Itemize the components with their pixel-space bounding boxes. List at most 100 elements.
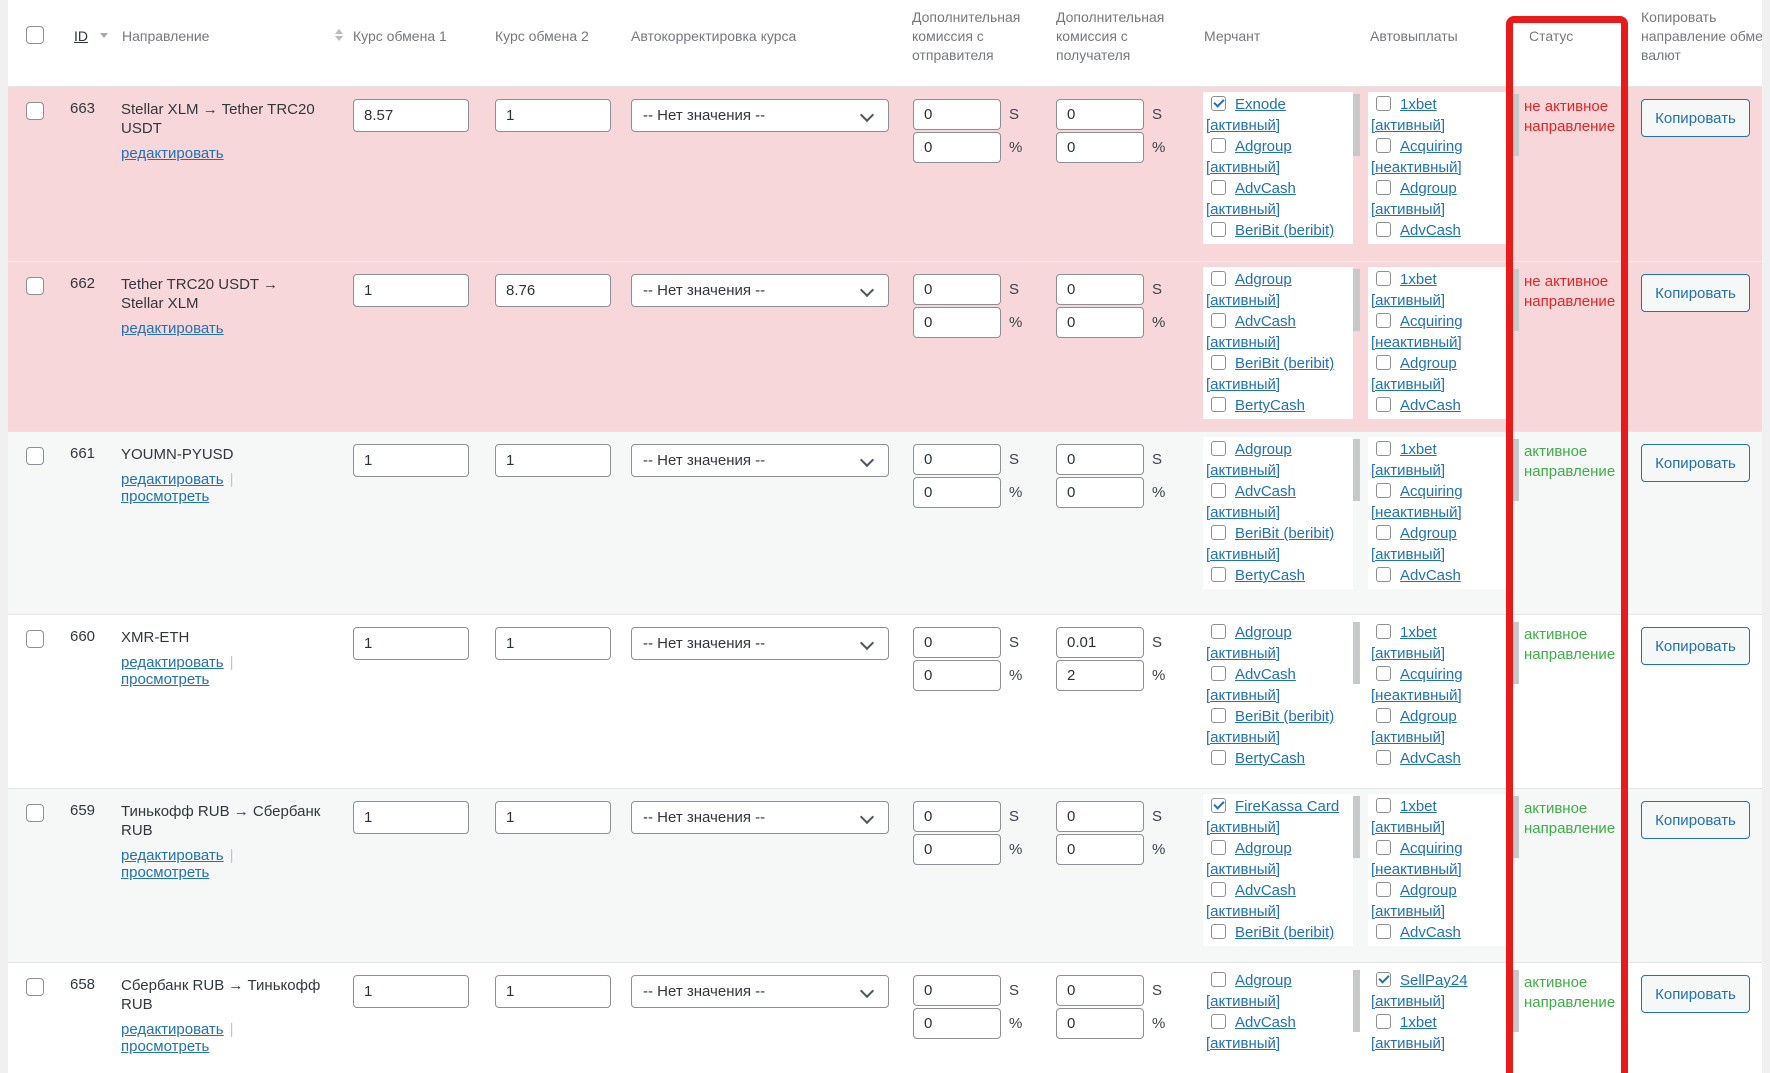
merchant-checkbox[interactable] — [1211, 840, 1226, 855]
rate2-input[interactable] — [495, 444, 611, 477]
commission-sender-percent-input[interactable] — [913, 660, 1001, 691]
autopayout-link[interactable]: 1xbet — [1400, 271, 1437, 288]
merchant-link[interactable]: AdvCash — [1235, 483, 1296, 500]
autopayout-checkbox[interactable] — [1376, 397, 1391, 412]
commission-sender-percent-input[interactable] — [913, 132, 1001, 163]
commission-receiver-percent-input[interactable] — [1056, 307, 1144, 338]
view-link[interactable]: просмотреть — [121, 671, 210, 688]
merchant-checkbox[interactable] — [1211, 313, 1226, 328]
autopayout-checkbox[interactable] — [1376, 271, 1391, 286]
autopayout-checkbox[interactable] — [1376, 882, 1391, 897]
autopayout-checkbox[interactable] — [1376, 222, 1391, 237]
row-select-checkbox[interactable] — [26, 102, 44, 120]
merchant-link[interactable]: Adgroup — [1235, 972, 1292, 989]
autopayout-checkbox[interactable] — [1376, 441, 1391, 456]
merchant-link[interactable]: AdvCash — [1235, 180, 1296, 197]
merchant-checkbox[interactable] — [1211, 138, 1226, 153]
autopayout-checkbox[interactable] — [1376, 798, 1391, 813]
merchant-checkbox[interactable] — [1211, 525, 1226, 540]
autopayout-link[interactable]: Acquiring — [1400, 666, 1463, 683]
autopayout-checkbox[interactable] — [1376, 750, 1391, 765]
merchant-checkbox[interactable] — [1211, 271, 1226, 286]
row-select-checkbox[interactable] — [26, 447, 44, 465]
merchant-checkbox[interactable] — [1211, 708, 1226, 723]
merchant-link[interactable]: BeriBit (beribit) — [1235, 222, 1335, 239]
autopayout-link[interactable]: Acquiring — [1400, 313, 1463, 330]
autopayout-link[interactable]: Acquiring — [1400, 840, 1463, 857]
rate2-input[interactable] — [495, 627, 611, 660]
rate1-input[interactable] — [353, 444, 469, 477]
scrollbar-thumb[interactable] — [1512, 970, 1519, 1032]
autopayout-link[interactable]: AdvCash — [1400, 222, 1461, 239]
commission-receiver-percent-input[interactable] — [1056, 1008, 1144, 1039]
merchant-link[interactable]: AdvCash — [1235, 1014, 1296, 1031]
autopayout-link[interactable]: 1xbet — [1400, 798, 1437, 815]
merchant-checkbox[interactable] — [1211, 441, 1226, 456]
commission-sender-amount-input[interactable] — [913, 801, 1001, 832]
merchant-link[interactable]: Adgroup — [1235, 441, 1292, 458]
copy-button[interactable]: Копировать — [1641, 627, 1750, 665]
commission-sender-amount-input[interactable] — [913, 975, 1001, 1006]
merchant-checkbox[interactable] — [1211, 666, 1226, 681]
merchant-checkbox[interactable] — [1211, 222, 1226, 237]
commission-sender-amount-input[interactable] — [913, 444, 1001, 475]
commission-receiver-amount-input[interactable] — [1056, 99, 1144, 130]
row-select-checkbox[interactable] — [26, 978, 44, 996]
rate1-input[interactable] — [353, 627, 469, 660]
merchant-checkbox[interactable] — [1211, 882, 1226, 897]
merchant-checkbox[interactable] — [1211, 567, 1226, 582]
autopayout-checkbox[interactable] — [1376, 567, 1391, 582]
row-select-checkbox[interactable] — [26, 630, 44, 648]
merchant-checkbox[interactable] — [1211, 798, 1226, 813]
merchant-checkbox[interactable] — [1211, 624, 1226, 639]
sort-icon[interactable] — [335, 29, 343, 41]
edit-link[interactable]: редактировать — [121, 145, 224, 162]
row-select-checkbox[interactable] — [26, 277, 44, 295]
merchant-checkbox[interactable] — [1211, 355, 1226, 370]
commission-receiver-percent-input[interactable] — [1056, 660, 1144, 691]
autopayout-checkbox[interactable] — [1376, 840, 1391, 855]
scrollbar-thumb[interactable] — [1512, 439, 1519, 501]
scrollbar-thumb[interactable] — [1353, 439, 1360, 501]
autopayout-link[interactable]: AdvCash — [1400, 567, 1461, 584]
autopayout-checkbox[interactable] — [1376, 483, 1391, 498]
copy-button[interactable]: Копировать — [1641, 99, 1750, 137]
commission-sender-percent-input[interactable] — [913, 1008, 1001, 1039]
row-select-checkbox[interactable] — [26, 804, 44, 822]
merchant-checkbox[interactable] — [1211, 397, 1226, 412]
merchant-link[interactable]: BertyCash — [1235, 567, 1306, 584]
commission-receiver-amount-input[interactable] — [1056, 801, 1144, 832]
autopayout-checkbox[interactable] — [1376, 708, 1391, 723]
merchant-link[interactable]: Adgroup — [1235, 138, 1292, 155]
commission-receiver-amount-input[interactable] — [1056, 975, 1144, 1006]
edit-link[interactable]: редактировать — [121, 320, 224, 337]
autopayout-link[interactable]: SellPay24 — [1400, 972, 1468, 989]
autocorrect-select[interactable]: -- Нет значения -- — [631, 627, 889, 660]
merchant-checkbox[interactable] — [1211, 96, 1226, 111]
merchant-checkbox[interactable] — [1211, 750, 1226, 765]
commission-sender-amount-input[interactable] — [913, 99, 1001, 130]
scrollbar-thumb[interactable] — [1512, 796, 1519, 858]
copy-button[interactable]: Копировать — [1641, 274, 1750, 312]
view-link[interactable]: просмотреть — [121, 488, 210, 505]
rate1-input[interactable] — [353, 975, 469, 1008]
merchant-link[interactable]: Exnode — [1235, 96, 1286, 113]
merchant-link[interactable]: Adgroup — [1235, 271, 1292, 288]
autocorrect-select[interactable]: -- Нет значения -- — [631, 444, 889, 477]
commission-sender-percent-input[interactable] — [913, 834, 1001, 865]
autopayout-checkbox[interactable] — [1376, 624, 1391, 639]
merchant-checkbox[interactable] — [1211, 972, 1226, 987]
commission-receiver-amount-input[interactable] — [1056, 627, 1144, 658]
autopayout-link[interactable]: Adgroup — [1400, 355, 1457, 372]
merchant-link[interactable]: BeriBit (beribit) — [1235, 708, 1335, 725]
merchant-link[interactable]: AdvCash — [1235, 313, 1296, 330]
merchant-link[interactable]: FireKassa Card — [1235, 798, 1340, 815]
scrollbar-thumb[interactable] — [1353, 622, 1360, 684]
view-link[interactable]: просмотреть — [121, 864, 210, 881]
view-link[interactable]: просмотреть — [121, 1038, 210, 1055]
autopayout-link[interactable]: 1xbet — [1400, 1014, 1437, 1031]
autocorrect-select[interactable]: -- Нет значения -- — [631, 274, 889, 307]
column-header-id[interactable]: ID — [74, 28, 88, 44]
copy-button[interactable]: Копировать — [1641, 444, 1750, 482]
autopayout-link[interactable]: Adgroup — [1400, 180, 1457, 197]
